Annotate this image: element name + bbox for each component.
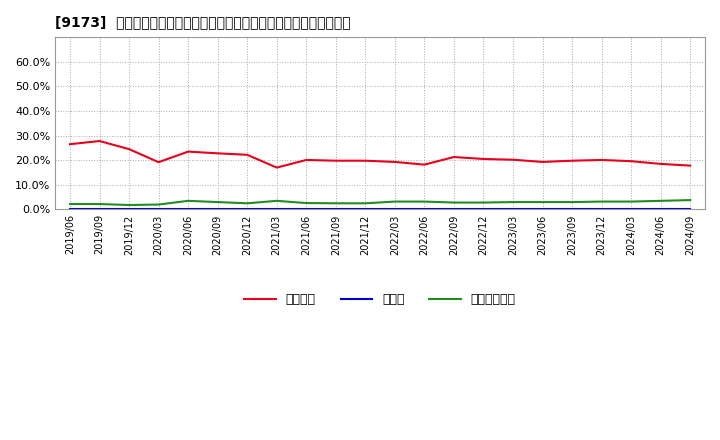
- 繰延税金資産: [331, 201, 340, 206]
- 自己資本: [125, 147, 133, 152]
- Line: 自己資本: 自己資本: [70, 141, 690, 168]
- 繰延税金資産: [657, 198, 665, 203]
- 繰延税金資産: [184, 198, 192, 203]
- 自己資本: [272, 165, 281, 170]
- Text: [9173]  自己資本、のれん、繰延税金資産の総資産に対する比率の推移: [9173] 自己資本、のれん、繰延税金資産の総資産に対する比率の推移: [55, 15, 351, 29]
- 自己資本: [154, 160, 163, 165]
- のれん: [598, 207, 606, 212]
- のれん: [568, 207, 577, 212]
- 自己資本: [480, 156, 488, 161]
- 繰延税金資産: [125, 202, 133, 208]
- のれん: [125, 207, 133, 212]
- 繰延税金資産: [568, 199, 577, 205]
- 繰延税金資産: [627, 199, 636, 204]
- 繰延税金資産: [420, 199, 428, 204]
- 繰延税金資産: [302, 200, 310, 205]
- 繰延税金資産: [539, 199, 547, 205]
- 自己資本: [331, 158, 340, 163]
- 自己資本: [509, 157, 518, 162]
- のれん: [302, 207, 310, 212]
- のれん: [509, 207, 518, 212]
- 繰延税金資産: [154, 202, 163, 207]
- 繰延税金資産: [509, 199, 518, 205]
- のれん: [154, 207, 163, 212]
- 自己資本: [539, 159, 547, 165]
- 自己資本: [361, 158, 369, 163]
- 自己資本: [420, 162, 428, 167]
- 自己資本: [657, 161, 665, 167]
- 自己資本: [243, 152, 251, 158]
- 自己資本: [184, 149, 192, 154]
- 繰延税金資産: [686, 198, 695, 203]
- のれん: [66, 207, 74, 212]
- のれん: [627, 207, 636, 212]
- 自己資本: [66, 142, 74, 147]
- のれん: [480, 207, 488, 212]
- 繰延税金資産: [449, 200, 458, 205]
- 繰延税金資産: [361, 201, 369, 206]
- のれん: [390, 207, 399, 212]
- のれん: [331, 207, 340, 212]
- のれん: [95, 207, 104, 212]
- 自己資本: [302, 158, 310, 163]
- 繰延税金資産: [480, 200, 488, 205]
- のれん: [184, 207, 192, 212]
- 自己資本: [213, 150, 222, 156]
- のれん: [272, 207, 281, 212]
- 自己資本: [390, 159, 399, 165]
- Line: 繰延税金資産: 繰延税金資産: [70, 200, 690, 205]
- 繰延税金資産: [95, 202, 104, 207]
- Legend: 自己資本, のれん, 繰延税金資産: 自己資本, のれん, 繰延税金資産: [240, 288, 521, 311]
- 繰延税金資産: [66, 202, 74, 207]
- のれん: [686, 207, 695, 212]
- のれん: [420, 207, 428, 212]
- のれん: [449, 207, 458, 212]
- 繰延税金資産: [390, 199, 399, 204]
- 自己資本: [686, 163, 695, 168]
- 繰延税金資産: [272, 198, 281, 203]
- のれん: [539, 207, 547, 212]
- 自己資本: [598, 158, 606, 163]
- のれん: [657, 207, 665, 212]
- のれん: [213, 207, 222, 212]
- 繰延税金資産: [243, 201, 251, 206]
- 自己資本: [568, 158, 577, 163]
- のれん: [243, 207, 251, 212]
- 自己資本: [627, 158, 636, 164]
- 自己資本: [449, 154, 458, 160]
- 繰延税金資産: [598, 199, 606, 204]
- 繰延税金資産: [213, 199, 222, 205]
- 自己資本: [95, 138, 104, 143]
- のれん: [361, 207, 369, 212]
